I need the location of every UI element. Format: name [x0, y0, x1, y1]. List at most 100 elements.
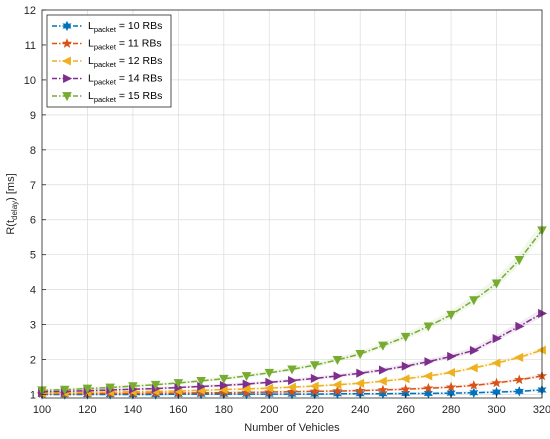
legend-marker: [63, 73, 73, 84]
y-tick-label: 2: [30, 355, 36, 367]
series-band: [42, 388, 542, 396]
y-tick-label: 7: [30, 180, 36, 192]
data-point: [378, 341, 388, 351]
data-point: [514, 352, 524, 362]
data-point: [424, 357, 434, 367]
y-tick-label: 11: [25, 40, 36, 52]
data-point: [468, 380, 479, 390]
data-point: [173, 379, 184, 389]
data-point: [128, 382, 138, 392]
legend-entry-sub: packet: [94, 25, 117, 34]
legend-entry: Lpacket = 12 RBs: [88, 55, 162, 69]
x-tick-label: 120: [78, 404, 96, 416]
y-tick-label: 6: [30, 215, 36, 227]
x-tick-label: 260: [396, 404, 414, 416]
legend-entry: Lpacket = 15 RBs: [88, 90, 162, 104]
data-point: [287, 365, 297, 375]
legend-entry-end: = 15 RBs: [116, 90, 162, 102]
y-tick-label: 5: [30, 250, 36, 262]
data-point: [469, 345, 479, 355]
data-point: [491, 358, 501, 368]
x-tick-label: 320: [533, 404, 550, 416]
data-point: [515, 321, 525, 331]
data-point: [332, 380, 342, 390]
x-tick-label: 180: [215, 404, 233, 416]
data-point: [514, 386, 524, 397]
x-axis-ticks: 100 120 140 160 180 200 220 240 260 280 300 320: [33, 394, 550, 416]
series-line: [41, 229, 543, 392]
data-point: [309, 381, 319, 391]
legend-entry: Lpacket = 10 RBs: [88, 20, 162, 34]
legend-entry-base: L: [88, 38, 94, 50]
confidence-bands: [42, 222, 542, 396]
data-point: [492, 334, 502, 344]
data-point: [514, 374, 525, 385]
data-point: [355, 350, 365, 360]
data-point: [310, 373, 320, 383]
data-point: [514, 256, 525, 266]
data-point: [332, 356, 343, 366]
data-point: [150, 380, 161, 390]
data-point: [536, 345, 546, 355]
data-point: [401, 361, 411, 371]
legend-entry-sub: packet: [94, 43, 117, 52]
data-point: [468, 363, 478, 373]
x-tick-label: 220: [306, 404, 324, 416]
data-point: [491, 377, 502, 388]
data-point: [241, 372, 252, 382]
y-axis-label-sub: delay: [10, 201, 19, 220]
data-point: [446, 310, 456, 320]
x-tick-label: 140: [124, 404, 142, 416]
data-point: [538, 308, 548, 318]
data-point: [286, 382, 296, 392]
plot-frame: [41, 9, 543, 399]
data-point: [309, 361, 320, 371]
data-point: [355, 378, 365, 388]
data-point: [377, 384, 389, 395]
y-tick-label: 10: [24, 75, 36, 87]
data-point: [265, 377, 275, 387]
legend-entry-end: = 11 RBs: [116, 38, 162, 50]
x-tick-label: 160: [169, 404, 187, 416]
data-point: [423, 371, 433, 381]
data-point: [469, 387, 479, 399]
data-point: [264, 383, 274, 393]
legend-entry-base: L: [88, 20, 94, 32]
y-tick-label: 3: [30, 320, 36, 332]
legend-entry-base: L: [88, 73, 94, 85]
series-band: [42, 373, 542, 395]
y-tick-label: 1: [30, 390, 36, 402]
x-tick-label: 280: [442, 404, 460, 416]
data-point: [219, 374, 229, 384]
data-point: [287, 388, 297, 400]
data-point: [379, 365, 389, 375]
legend-marker: [62, 92, 72, 102]
legend-entry-end: = 10 RBs: [116, 20, 162, 32]
data-point: [332, 385, 343, 396]
data-point: [264, 368, 275, 378]
data-point: [447, 351, 457, 361]
data-point: [377, 376, 387, 386]
y-axis-label-base: R(t: [5, 220, 17, 235]
data-point: [333, 371, 343, 381]
legend-entry-end: = 12 RBs: [116, 55, 162, 67]
x-tick-label: 100: [33, 404, 51, 416]
legend-entry: Lpacket = 14 RBs: [88, 73, 162, 87]
data-point: [469, 296, 479, 306]
data-point: [288, 375, 298, 386]
data-point: [423, 382, 434, 393]
series-markers: [36, 226, 548, 400]
legend-marker: [61, 56, 71, 66]
legend-entry-sub: packet: [94, 78, 117, 87]
legend-entry-end: = 14 RBs: [116, 73, 162, 85]
x-tick-label: 200: [260, 404, 278, 416]
legend-entry-sub: packet: [94, 60, 117, 69]
legend-entry-base: L: [88, 55, 94, 67]
y-tick-label: 12: [24, 5, 36, 17]
data-point: [491, 279, 502, 289]
y-axis-label-end: ) [ms]: [5, 173, 17, 201]
data-point: [355, 385, 366, 395]
x-tick-label: 240: [351, 404, 369, 416]
data-point: [400, 374, 410, 384]
data-point: [59, 385, 70, 395]
